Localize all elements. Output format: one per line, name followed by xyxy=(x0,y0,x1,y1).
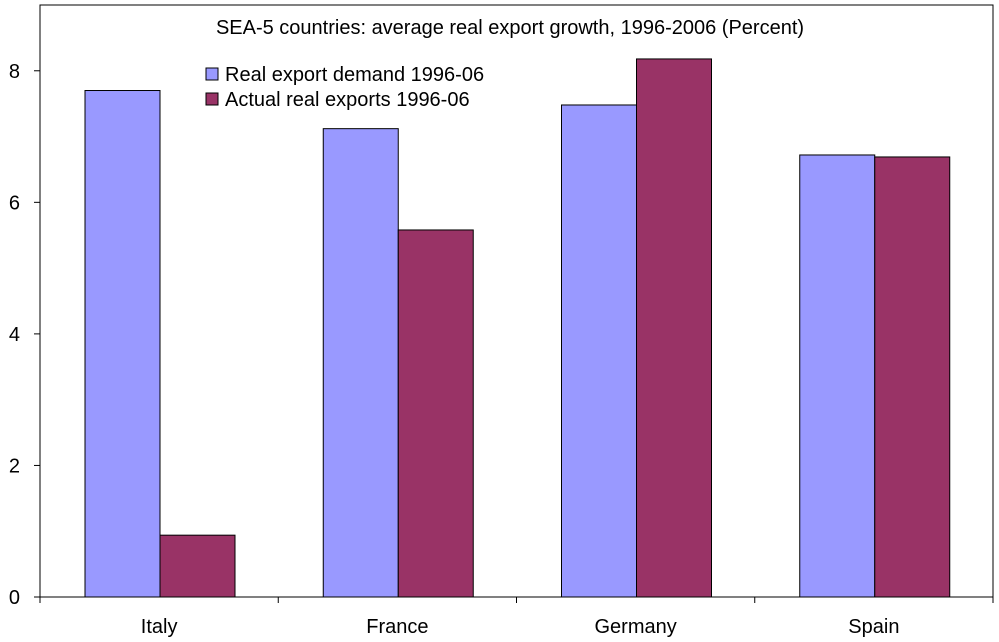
x-tick-label-germany: Germany xyxy=(595,616,677,638)
y-tick-label: 8 xyxy=(9,61,20,83)
legend-label-series-1: Real export demand 1996-06 xyxy=(225,64,484,86)
legend-swatch-series-2 xyxy=(205,92,219,106)
bar-spain-series-1 xyxy=(799,154,876,598)
bar-germany-series-1 xyxy=(561,104,637,598)
bar-italy-series-2 xyxy=(159,534,236,598)
legend-label-series-2: Actual real exports 1996-06 xyxy=(225,89,470,111)
y-tick-label: 2 xyxy=(9,455,20,477)
legend: Real export demand 1996-06 Actual real ex… xyxy=(205,64,484,111)
legend-swatch-series-1 xyxy=(205,67,219,81)
bar-italy-series-1 xyxy=(84,90,161,598)
bar-france-series-1 xyxy=(322,128,399,598)
bar-france-series-2 xyxy=(397,229,474,598)
y-tick-label: 6 xyxy=(9,192,20,214)
y-tick-label: 0 xyxy=(9,587,20,609)
chart-title: SEA-5 countries: average real export gro… xyxy=(216,17,804,39)
x-tick-label-italy: Italy xyxy=(141,616,178,638)
bars-group xyxy=(84,58,951,598)
bar-germany-series-2 xyxy=(636,58,712,598)
x-tick-label-france: France xyxy=(366,616,428,638)
axes-group: 0 2 4 6 8 Italy France Germany Spain xyxy=(9,61,994,638)
y-tick-label: 4 xyxy=(9,324,20,346)
x-tick-label-spain: Spain xyxy=(848,616,899,638)
bar-spain-series-2 xyxy=(874,156,951,598)
